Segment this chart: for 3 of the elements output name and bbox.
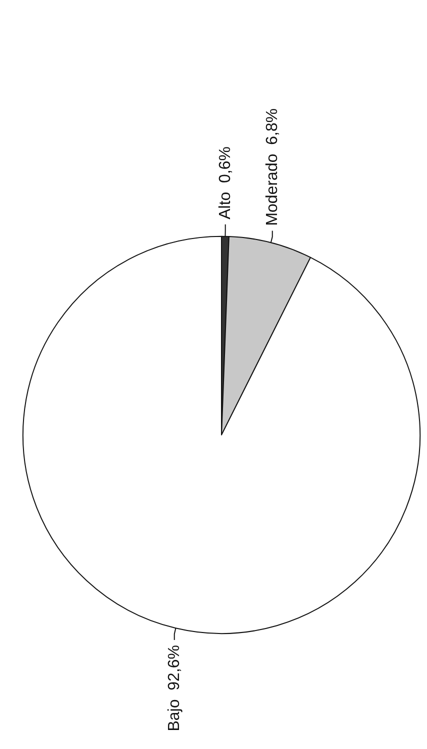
slice-label: Bajo 92,6% [166, 644, 183, 732]
slice-label: Moderado 6,8% [264, 108, 281, 226]
slice-label: Alto 0,6% [216, 146, 234, 220]
